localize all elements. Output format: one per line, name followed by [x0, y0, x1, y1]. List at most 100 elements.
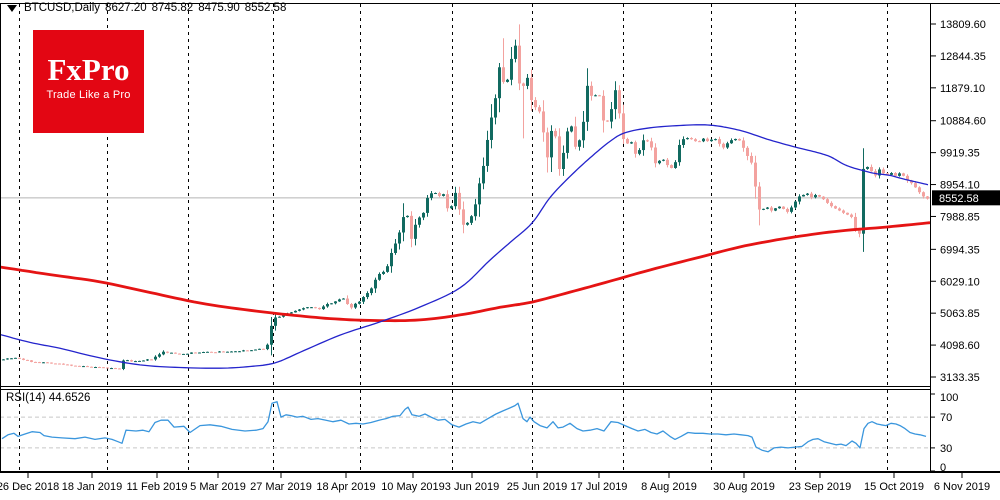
- candle-body: [102, 367, 105, 369]
- candle-body: [682, 139, 685, 145]
- candle-body: [602, 95, 605, 121]
- candle-body: [650, 141, 653, 148]
- rsi-level-label: 100: [940, 392, 958, 404]
- candle-body: [470, 216, 473, 223]
- candle-body: [610, 109, 613, 122]
- candle-body: [918, 187, 921, 193]
- candle-body: [182, 353, 185, 355]
- candle-body: [178, 353, 181, 355]
- rsi-value: 44.6526: [48, 392, 91, 404]
- candle-body: [466, 222, 469, 225]
- candle-body: [342, 298, 345, 300]
- candle-body: [782, 206, 785, 209]
- candle-body: [334, 301, 337, 304]
- candle-body: [298, 309, 301, 311]
- candle-body: [590, 85, 593, 96]
- candle-body: [210, 351, 213, 353]
- candle-body: [262, 348, 265, 350]
- date-axis-label: 30 Aug 2019: [713, 481, 775, 493]
- candle-body: [214, 352, 217, 354]
- candle-body: [282, 314, 285, 317]
- candle-body: [674, 162, 677, 168]
- candle-body: [894, 173, 897, 176]
- candle-body: [394, 243, 397, 253]
- candle-body: [538, 107, 541, 112]
- rsi-line: [1, 401, 927, 453]
- candle-body: [706, 138, 709, 142]
- dropdown-triangle-icon: [7, 4, 17, 12]
- candle-body: [222, 351, 225, 353]
- candle-body: [830, 202, 833, 207]
- candle-body: [486, 139, 489, 166]
- candle-body: [254, 349, 257, 351]
- candle-body: [374, 279, 377, 289]
- date-axis-label: 17 Jul 2019: [571, 481, 628, 493]
- rsi-name: RSI(14): [6, 392, 46, 404]
- candle-body: [514, 45, 517, 59]
- candle-body: [642, 140, 645, 151]
- price-axis-label: 6029.10: [940, 276, 980, 288]
- candle-body: [786, 208, 789, 212]
- candle-body: [238, 351, 241, 353]
- candle-body: [54, 363, 57, 365]
- candle-body: [78, 365, 81, 367]
- rsi-level-label: 30: [940, 443, 952, 455]
- candle-body: [534, 100, 537, 108]
- date-axis-label: 27 Mar 2019: [250, 481, 312, 493]
- candle-body: [842, 210, 845, 213]
- candle-body: [70, 364, 73, 366]
- candle-body: [302, 308, 305, 310]
- candle-body: [450, 206, 453, 209]
- candle-body: [126, 360, 129, 362]
- candle-body: [574, 126, 577, 147]
- candle-body: [502, 67, 505, 82]
- candle-body: [162, 351, 165, 355]
- candle-body: [74, 365, 77, 367]
- candle-body: [142, 360, 145, 362]
- candle-body: [670, 165, 673, 168]
- date-axis-label: 15 Oct 2019: [864, 481, 924, 493]
- candle-body: [506, 79, 509, 82]
- candle-body: [166, 351, 169, 353]
- candle-body: [170, 352, 173, 354]
- candle-body: [426, 197, 429, 213]
- candle-body: [38, 362, 41, 364]
- candle-body: [626, 139, 629, 144]
- candle-body: [822, 196, 825, 200]
- candle-body: [46, 362, 49, 364]
- price-axis-label: 6994.35: [940, 244, 980, 256]
- candle-body: [790, 207, 793, 212]
- candle-body: [190, 352, 193, 354]
- candle-body: [354, 303, 357, 308]
- candle-body: [598, 95, 601, 97]
- candle-body: [654, 147, 657, 164]
- candle-body: [366, 293, 369, 298]
- candle-body: [438, 193, 441, 196]
- candle-body: [134, 361, 137, 363]
- candle-body: [154, 356, 157, 360]
- candle-body: [742, 140, 745, 148]
- candle-body: [662, 159, 665, 161]
- candle-body: [322, 306, 325, 310]
- candle-body: [750, 155, 753, 163]
- time-axis-line[interactable]: [0, 471, 1000, 473]
- candle-body: [422, 212, 425, 218]
- candle-body: [554, 130, 557, 137]
- candle-body: [666, 159, 669, 166]
- price-axis-label: 11879.10: [940, 83, 985, 95]
- candle-body: [902, 173, 905, 176]
- date-axis-label: 6 Nov 2019: [934, 481, 990, 493]
- candle-body: [398, 232, 401, 244]
- candle-body: [258, 348, 261, 350]
- candle-body: [230, 351, 233, 353]
- candle-body: [814, 195, 817, 198]
- candle-body: [362, 297, 365, 302]
- candle-body: [854, 216, 857, 229]
- ma-line-slow-red: [0, 221, 931, 323]
- candle-body: [770, 207, 773, 211]
- candle-body: [818, 195, 821, 197]
- candle-body: [582, 121, 585, 141]
- candle-body: [542, 111, 545, 133]
- candle-body: [150, 359, 153, 361]
